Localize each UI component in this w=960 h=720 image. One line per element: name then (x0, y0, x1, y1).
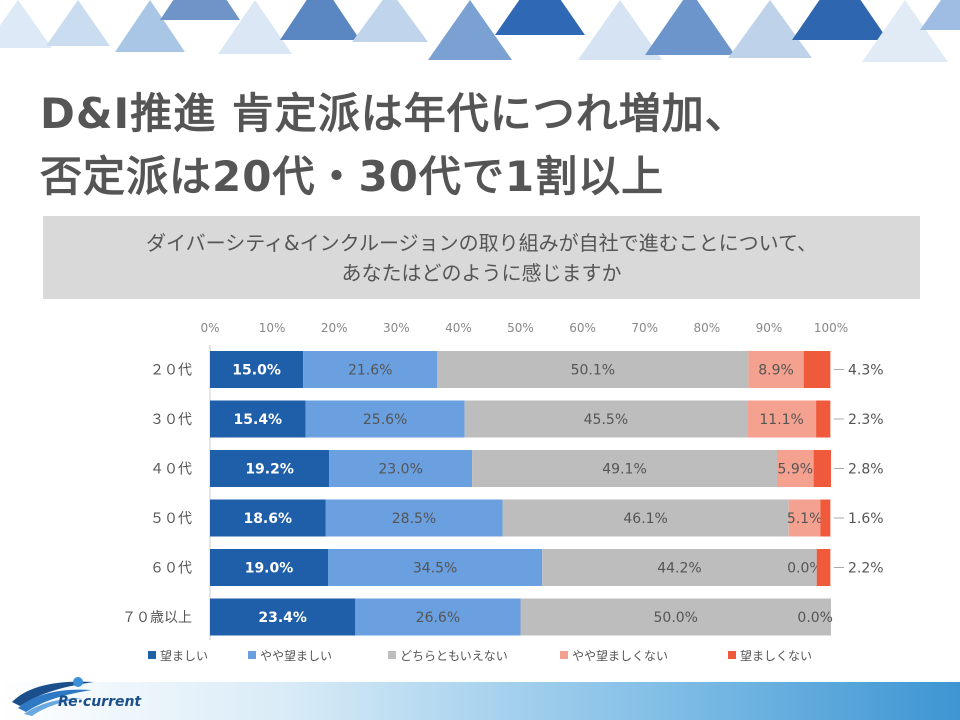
bar-segment (502, 499, 789, 537)
bar-segment (303, 351, 438, 388)
bar-segment (327, 549, 543, 586)
category-label: ５０代 (150, 511, 192, 527)
logo-text: Re·current (58, 694, 142, 710)
data-label: 50.0% (654, 610, 698, 626)
data-label: 50.1% (571, 363, 615, 379)
x-tick-label: 20% (321, 321, 348, 335)
data-label: 28.5% (392, 511, 436, 527)
x-tick-label: 30% (383, 321, 410, 335)
legend-label: やや望ましくない (572, 649, 668, 663)
x-tick-label: 90% (756, 321, 783, 335)
bar-segment (520, 598, 831, 636)
legend-label: どちらともいえない (400, 649, 508, 663)
bar-segment (747, 400, 817, 438)
bar-segment (305, 400, 465, 438)
data-label: 2.2% (848, 561, 884, 577)
category-label: ６０代 (150, 561, 192, 577)
x-tick-label: 10% (259, 321, 286, 335)
bar-segment (464, 400, 748, 438)
legend-swatch (560, 651, 568, 659)
legend-swatch (248, 651, 256, 659)
legend-label: やや望ましい (260, 649, 332, 663)
legend-label: 望ましい (160, 649, 208, 663)
survey-question-box: ダイバーシティ&インクルージョンの取り組みが自社で進むことについて、 あなたはど… (43, 216, 920, 299)
data-label: 15.0% (232, 363, 281, 379)
data-label: 23.0% (378, 462, 422, 478)
data-label: 2.8% (848, 462, 884, 478)
bar-segment (820, 499, 831, 537)
bar-segment (210, 450, 330, 487)
bar-segment (210, 400, 306, 438)
page-title-line-2: 否定派は20代・30代で1割以上 (40, 152, 665, 201)
data-label: 15.4% (234, 412, 283, 428)
legend-swatch (388, 651, 396, 659)
bar-segment (542, 549, 817, 586)
bar-segment (210, 499, 326, 537)
data-label: 18.6% (243, 511, 292, 527)
recurrent-logo-icon (12, 677, 94, 716)
stacked-bar-chart: 0% 10% 20% 30% 40% 50% 60% 70% 80% 90% 100% ２０代 15.0… (122, 321, 884, 663)
data-label: 34.5% (413, 561, 457, 577)
data-label: 26.6% (416, 610, 460, 626)
legend-swatch (728, 651, 736, 659)
survey-question-line-1: ダイバーシティ&インクルージョンの取り組みが自社で進むことについて、 (146, 230, 817, 255)
bar-segment (437, 351, 749, 388)
data-label: 49.1% (602, 462, 646, 478)
bar-segment (329, 450, 473, 487)
page-title-line-1: D&I推進 肯定派は年代につれ増加、 (40, 89, 748, 138)
bar-segment (776, 450, 814, 487)
header-triangle-decoration (0, 0, 960, 62)
data-label: 2.3% (848, 412, 884, 428)
data-label: 8.9% (758, 363, 794, 379)
footer-gradient-bar (0, 682, 960, 720)
x-tick-label: 0% (200, 321, 219, 335)
data-label: 4.3% (848, 363, 884, 379)
bar-segment (325, 499, 503, 537)
data-label: 5.1% (787, 511, 823, 527)
data-label: 1.6% (848, 511, 884, 527)
data-label: 19.2% (245, 462, 294, 478)
legend-label: 望ましくない (740, 649, 812, 663)
bar-segment (813, 450, 831, 487)
legend-swatch (148, 651, 156, 659)
bar-segment (210, 598, 356, 636)
x-tick-label: 70% (631, 321, 658, 335)
x-tick-label: 40% (445, 321, 472, 335)
survey-question-line-2: あなたはどのように感じますか (341, 260, 622, 285)
data-label: 5.9% (778, 462, 814, 478)
bar-segment (472, 450, 777, 487)
bar-segment (803, 351, 831, 388)
bar-segment (210, 549, 328, 586)
bar-segment (816, 400, 831, 438)
x-tick-label: 100% (814, 321, 848, 335)
category-label: ３０代 (150, 412, 192, 428)
data-label: 11.1% (759, 412, 803, 428)
bar-segment (816, 549, 831, 586)
x-tick-label: 60% (569, 321, 596, 335)
data-label: 44.2% (657, 561, 701, 577)
bar-segment (748, 351, 804, 388)
bar-segment (210, 351, 304, 388)
data-label: 0.0% (787, 561, 823, 577)
data-label: 0.0% (797, 610, 833, 626)
data-label: 21.6% (348, 363, 392, 379)
x-tick-label: 50% (507, 321, 534, 335)
bar-segment (788, 499, 821, 537)
category-label: ７０歳以上 (122, 610, 192, 626)
bar-segment (355, 598, 521, 636)
category-label: ２０代 (150, 363, 192, 379)
data-label: 46.1% (623, 511, 667, 527)
x-tick-label: 80% (693, 321, 720, 335)
data-label: 19.0% (245, 561, 294, 577)
data-label: 45.5% (584, 412, 628, 428)
category-label: ４０代 (150, 462, 192, 478)
data-label: 23.4% (258, 610, 307, 626)
data-label: 25.6% (363, 412, 407, 428)
